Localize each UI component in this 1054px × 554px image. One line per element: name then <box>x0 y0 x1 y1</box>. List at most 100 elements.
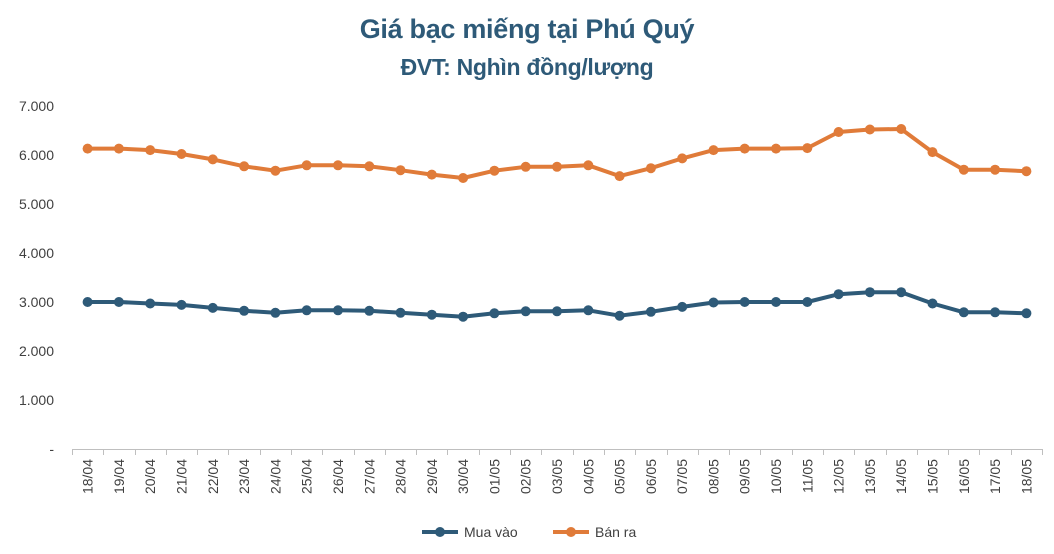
x-tick-label: 07/05 <box>674 459 690 494</box>
legend-marker <box>566 527 576 537</box>
data-point <box>520 306 531 317</box>
data-point <box>990 164 1001 175</box>
data-point <box>270 307 281 318</box>
x-tick-label: 27/04 <box>361 459 377 494</box>
x-tick-label: 20/04 <box>142 459 158 494</box>
x-tick-label: 05/05 <box>612 459 628 494</box>
y-tick-label: 3.000 <box>19 294 54 310</box>
data-point <box>333 160 343 171</box>
data-point <box>708 145 719 156</box>
data-point <box>301 160 312 171</box>
data-point <box>614 310 625 321</box>
data-point <box>677 301 688 312</box>
data-point <box>739 297 750 307</box>
y-tick-label: 1.000 <box>19 392 54 408</box>
data-point <box>927 147 938 158</box>
data-point <box>176 299 187 310</box>
x-tick-label: 04/05 <box>580 459 596 494</box>
x-tick-label: 03/05 <box>549 459 565 494</box>
data-point <box>927 298 938 309</box>
x-tick-label: 13/05 <box>862 459 878 494</box>
data-point <box>82 297 93 307</box>
data-point <box>645 163 656 174</box>
x-tick-label: 29/04 <box>424 459 440 494</box>
data-point <box>771 297 781 307</box>
x-tick-label: 12/05 <box>831 459 847 494</box>
x-tick-label: 28/04 <box>393 459 409 494</box>
x-tick-label: 15/05 <box>924 459 940 494</box>
data-point <box>896 124 907 134</box>
data-point <box>833 289 844 300</box>
data-point <box>458 311 469 322</box>
data-point <box>1021 166 1032 177</box>
data-point <box>489 165 500 176</box>
x-tick-label: 26/04 <box>330 459 346 494</box>
x-tick-label: 21/04 <box>174 459 190 494</box>
data-point <box>520 161 531 172</box>
data-point <box>113 143 124 154</box>
data-point <box>239 161 250 172</box>
x-tick-label: 25/04 <box>299 459 315 494</box>
chart-subtitle: ĐVT: Nghìn đồng/lượng <box>400 54 654 80</box>
data-point <box>1021 308 1032 319</box>
data-point <box>739 143 750 154</box>
data-point <box>364 305 375 316</box>
x-tick-label: 02/05 <box>518 459 534 494</box>
data-point <box>364 161 375 172</box>
data-point <box>270 165 281 176</box>
x-tick-label: 23/04 <box>236 459 252 494</box>
data-point <box>145 298 156 309</box>
data-point <box>864 287 875 298</box>
x-tick-label: 18/05 <box>1018 459 1034 494</box>
y-tick-label: 5.000 <box>19 196 54 212</box>
x-tick-label: 14/05 <box>893 459 909 494</box>
y-tick-label: 6.000 <box>19 147 54 163</box>
data-point <box>301 305 312 316</box>
data-point <box>82 143 93 154</box>
data-point <box>239 305 250 316</box>
data-point <box>708 297 719 308</box>
legend-label: Mua vào <box>464 524 518 540</box>
x-tick-label: 10/05 <box>768 459 784 494</box>
x-tick-label: 24/04 <box>267 459 283 494</box>
data-point <box>583 160 594 171</box>
data-point <box>833 127 844 137</box>
data-point <box>426 309 437 320</box>
data-point <box>990 307 1001 318</box>
data-point <box>958 164 969 175</box>
x-tick-label: 06/05 <box>643 459 659 494</box>
y-tick-label: 4.000 <box>19 245 54 261</box>
data-point <box>864 124 875 135</box>
y-axis: - 1.000 2.000 3.000 4.000 5.000 6.000 7.000 <box>19 98 54 457</box>
x-tick-label: 01/05 <box>486 459 502 494</box>
legend-item: Bán ra <box>553 524 636 540</box>
data-point <box>614 171 625 182</box>
data-point <box>458 173 469 183</box>
x-tick-label: 19/04 <box>111 459 127 494</box>
y-tick-label: 2.000 <box>19 343 54 359</box>
series-lines <box>82 124 1032 322</box>
data-point <box>207 302 218 313</box>
data-point <box>207 154 218 165</box>
x-tick-label: 11/05 <box>799 459 815 493</box>
data-point <box>333 305 343 316</box>
data-point <box>583 305 594 316</box>
x-tick-label: 30/04 <box>455 459 471 494</box>
data-point <box>645 306 656 317</box>
chart-title: Giá bạc miếng tại Phú Quý <box>359 14 695 44</box>
data-point <box>802 297 813 307</box>
data-point <box>958 307 969 318</box>
data-point <box>896 287 907 298</box>
data-point <box>395 307 406 318</box>
x-axis: 18/04 19/04 20/04 21/04 22/04 23/04 24/04 25/04… <box>72 449 1043 494</box>
data-point <box>802 143 813 154</box>
x-tick-label: 08/05 <box>705 459 721 494</box>
data-point <box>145 145 156 156</box>
y-tick-label: - <box>49 441 54 457</box>
data-point <box>677 153 688 164</box>
data-point <box>552 161 562 172</box>
x-tick-label: 22/04 <box>205 459 221 494</box>
data-point <box>113 297 124 307</box>
x-tick-label: 09/05 <box>737 459 753 494</box>
